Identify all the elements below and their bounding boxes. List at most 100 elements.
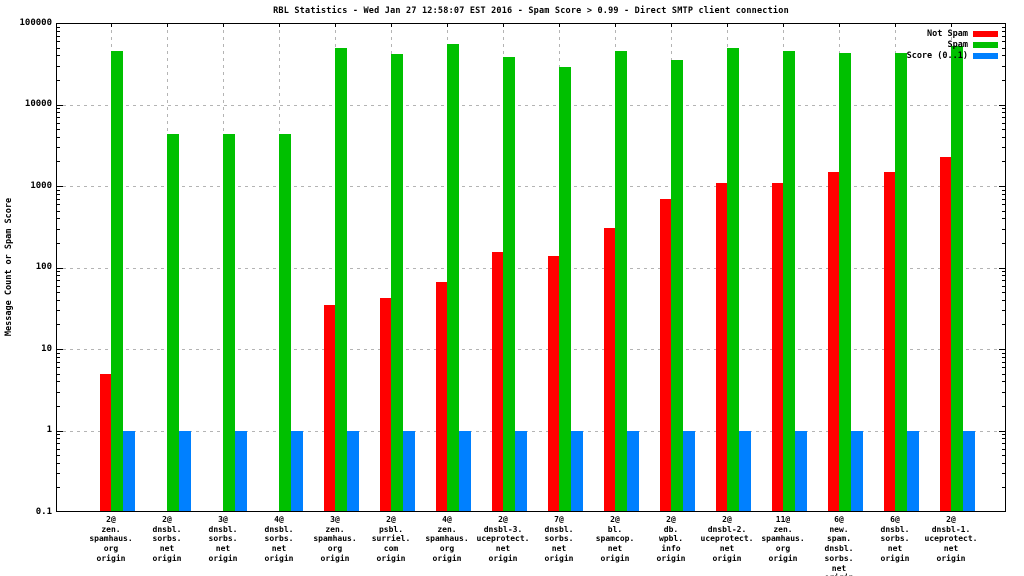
x-tick-label-line: origin	[376, 553, 406, 563]
x-tick-label-line: origin	[152, 553, 182, 563]
bar-not-spam	[716, 182, 727, 512]
x-tick-label-line: surriel.	[371, 534, 411, 544]
axis-tick	[56, 487, 60, 489]
x-tick-label-line: origin	[96, 553, 126, 563]
axis-tick	[56, 324, 60, 326]
x-tick-label: 3@ dnsbl. sorbs. net origin	[187, 515, 259, 564]
x-tick-label: 2@ dnsbl. sorbs. net origin	[131, 515, 203, 564]
x-tick-label-line: origin	[803, 573, 875, 576]
axis-tick	[1002, 367, 1006, 369]
axis-tick	[56, 35, 60, 37]
axis-tick	[1002, 30, 1006, 32]
axis-tick	[615, 23, 616, 27]
axis-tick	[56, 367, 60, 369]
axis-tick	[56, 430, 63, 432]
x-tick-label-line: 6@	[890, 515, 900, 524]
score-swatch-icon	[973, 52, 998, 59]
x-tick-label-line: origin	[264, 553, 294, 563]
x-tick-label-line: spamhaus.	[425, 534, 469, 544]
x-tick-label-line: 3@	[330, 515, 340, 524]
axis-tick	[999, 104, 1006, 106]
axis-tick	[1002, 26, 1006, 28]
axis-tick	[56, 391, 60, 393]
axis-tick	[1002, 55, 1006, 57]
axis-tick	[727, 23, 728, 27]
axis-tick	[56, 30, 60, 32]
chart-title: RBL Statistics - Wed Jan 27 12:58:07 EST…	[273, 6, 789, 16]
axis-tick	[1002, 381, 1006, 383]
legend-label: Score (0..1)	[906, 50, 968, 61]
x-tick-label-line: dnsbl.	[152, 524, 182, 534]
x-tick-label: 2@ dnsbl-1. uceprotect. net origin	[915, 515, 987, 564]
axis-tick	[56, 310, 60, 312]
gridline-y	[56, 430, 1006, 432]
x-tick-label-line: origin	[880, 553, 910, 563]
x-tick-label-line: 2@	[162, 515, 172, 524]
axis-tick	[223, 23, 224, 27]
axis-tick	[56, 79, 60, 81]
bar-spam	[839, 52, 851, 512]
axis-tick	[56, 405, 60, 407]
axis-tick	[56, 104, 63, 106]
bar-not-spam	[772, 182, 783, 512]
bar-score-0-1	[795, 430, 807, 512]
axis-tick	[1002, 299, 1006, 301]
axis-tick	[1002, 405, 1006, 407]
axis-tick	[1002, 79, 1006, 81]
bar-score-0-1	[123, 430, 135, 512]
y-tick-label: 1	[46, 425, 52, 435]
axis-tick	[1002, 136, 1006, 138]
axis-tick	[1002, 455, 1006, 457]
axis-tick	[56, 381, 60, 383]
axis-tick	[1002, 108, 1006, 110]
axis-tick	[56, 292, 60, 294]
x-tick-label-line: zen.	[101, 524, 121, 534]
x-tick-label-line: info	[661, 544, 681, 554]
axis-tick	[56, 65, 60, 67]
axis-tick	[1002, 310, 1006, 312]
x-tick-label-line: org	[775, 544, 791, 554]
axis-tick	[56, 112, 60, 114]
x-tick-label-line: org	[327, 544, 343, 554]
gridline-y	[56, 267, 1006, 269]
bars-layer	[56, 23, 1006, 512]
axis-tick	[56, 438, 60, 440]
x-tick-label-line: dnsbl.	[264, 524, 294, 534]
x-tick-label-line: origin	[320, 553, 350, 563]
x-tick-label-line: uceprotect.	[476, 534, 530, 544]
axis-tick	[1002, 391, 1006, 393]
axis-tick	[56, 242, 60, 244]
axis-tick	[335, 23, 336, 27]
bar-score-0-1	[515, 430, 527, 512]
x-tick-label-line: sorbs.	[264, 534, 294, 544]
gridline-y	[56, 104, 1006, 106]
axis-tick	[56, 122, 60, 124]
axis-tick	[1002, 271, 1006, 273]
y-tick-label: 10	[41, 343, 52, 354]
axis-tick	[1002, 193, 1006, 195]
axis-tick	[1002, 112, 1006, 114]
axis-tick	[167, 23, 168, 27]
x-tick-label-line: net	[495, 544, 511, 554]
axis-tick	[1002, 147, 1006, 149]
axis-tick	[56, 198, 60, 200]
x-tick-label-line: spamhaus.	[89, 534, 133, 544]
axis-tick	[111, 23, 112, 27]
axis-tick	[559, 23, 560, 27]
axis-tick	[447, 23, 448, 27]
bar-score-0-1	[571, 430, 583, 512]
x-tick-label-line: 4@	[274, 515, 284, 524]
x-tick-label-line: sorbs.	[824, 553, 854, 563]
axis-tick	[951, 23, 952, 27]
bar-score-0-1	[459, 430, 471, 512]
axis-tick	[1002, 210, 1006, 212]
x-tick-label-line: 2@	[946, 515, 956, 524]
x-tick-label-line: sorbs.	[208, 534, 238, 544]
x-tick-label-line: origin	[544, 553, 574, 563]
legend-label: Spam	[947, 39, 968, 50]
axis-tick	[1002, 473, 1006, 475]
x-tick-label-line: 2@	[498, 515, 508, 524]
x-tick-label: 7@ dnsbl. sorbs. net origin	[523, 515, 595, 564]
axis-tick	[56, 41, 60, 43]
x-tick-label-line: net	[719, 544, 735, 554]
